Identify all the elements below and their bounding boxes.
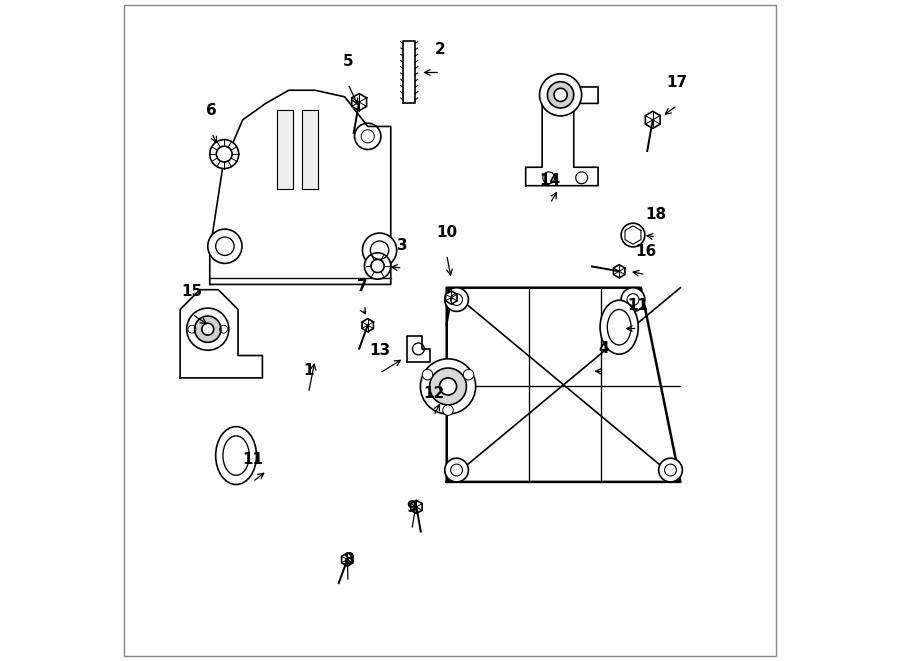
Ellipse shape [600,300,638,354]
Circle shape [208,229,242,263]
Text: 6: 6 [206,103,217,118]
Polygon shape [645,111,660,128]
Circle shape [659,458,682,482]
Text: 14: 14 [539,173,561,188]
Polygon shape [407,336,430,362]
Text: 11: 11 [242,451,263,467]
Circle shape [202,323,213,335]
Polygon shape [446,291,457,304]
Circle shape [464,369,473,380]
Circle shape [429,368,466,405]
Polygon shape [180,290,263,378]
Text: 11: 11 [627,298,648,313]
Circle shape [445,288,468,311]
Text: 17: 17 [667,75,688,91]
Text: 7: 7 [357,279,368,293]
Polygon shape [352,94,366,110]
Polygon shape [210,91,391,284]
Text: 18: 18 [645,207,667,222]
Polygon shape [446,288,680,482]
Circle shape [363,233,397,267]
Circle shape [216,146,232,162]
Text: 9: 9 [407,500,417,515]
Circle shape [554,89,567,101]
Circle shape [364,253,391,279]
Circle shape [445,458,468,482]
Circle shape [439,378,456,395]
Polygon shape [410,500,422,514]
Polygon shape [277,110,293,189]
Text: 16: 16 [634,245,656,259]
Circle shape [210,139,239,169]
Text: 2: 2 [435,42,446,58]
Text: 8: 8 [343,552,354,566]
Polygon shape [362,319,374,332]
Polygon shape [403,40,415,103]
Circle shape [422,369,433,380]
Text: 15: 15 [182,284,202,299]
Text: 13: 13 [369,343,390,358]
Circle shape [621,288,644,311]
Polygon shape [342,553,353,566]
Circle shape [443,405,454,415]
Polygon shape [614,264,625,278]
Circle shape [371,259,384,272]
Text: 1: 1 [303,363,314,378]
Text: 12: 12 [423,386,445,401]
Polygon shape [625,226,641,245]
Circle shape [539,74,581,116]
Text: 10: 10 [436,225,457,240]
Circle shape [621,223,644,247]
Text: 4: 4 [598,341,608,356]
Circle shape [186,308,229,350]
Polygon shape [526,87,599,186]
Circle shape [420,359,476,414]
Text: 3: 3 [397,238,408,253]
Circle shape [194,316,220,342]
Polygon shape [302,110,319,189]
Circle shape [547,82,573,108]
Ellipse shape [216,426,256,485]
Text: 5: 5 [343,54,354,69]
